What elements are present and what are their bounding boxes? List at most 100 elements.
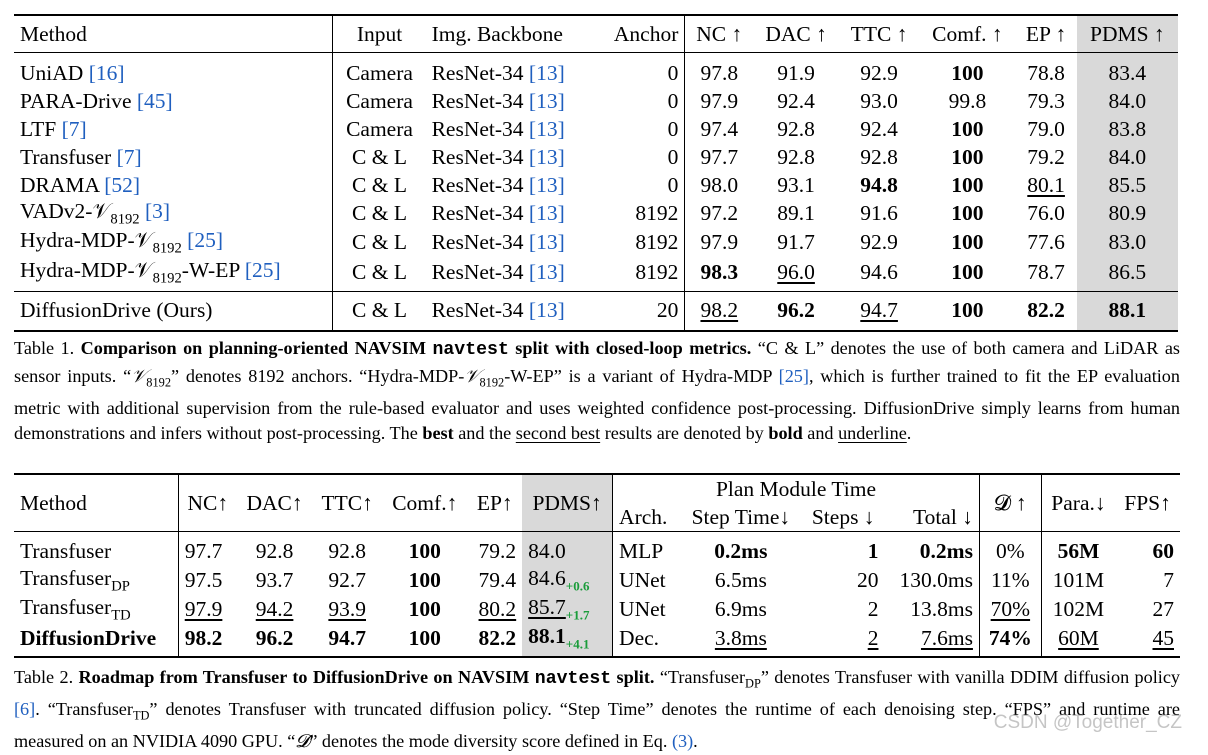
diversity-cell: 70%	[978, 594, 1042, 625]
delta-badge: +0.6	[565, 578, 590, 594]
citation-link[interactable]: [25]	[244, 257, 281, 282]
citation-link[interactable]: [13]	[528, 88, 565, 113]
table-2: Method NC↑ DAC↑ TTC↑ Comf.↑ EP↑ PDMS↑ Pl…	[14, 473, 1180, 658]
backbone-cell: ResNet-34 [13]	[431, 230, 565, 255]
comf-cell: 100	[951, 144, 984, 169]
citation-link[interactable]: [13]	[528, 259, 565, 284]
citation-link[interactable]: [3]	[144, 199, 171, 223]
backbone-cell: ResNet-34 [13]	[425, 290, 596, 331]
citation-link[interactable]: [16]	[88, 60, 125, 85]
anchor-cell: 20	[595, 290, 685, 331]
col-diversity: 𝓓 ↑	[978, 474, 1042, 532]
table-2-header-top: Method NC↑ DAC↑ TTC↑ Comf.↑ EP↑ PDMS↑ Pl…	[14, 474, 1180, 532]
col-ttc: TTC↑	[312, 474, 383, 532]
method-cell: Transfuser	[20, 538, 112, 563]
steps-cell: 1	[867, 538, 879, 563]
steps-cell: 20	[856, 567, 879, 592]
citation-link[interactable]: [52]	[104, 172, 141, 197]
citation-link[interactable]: [13]	[528, 298, 565, 323]
citation-link[interactable]: [7]	[61, 116, 87, 141]
table-2-header-sub: Arch. Step Time↓ Steps ↓ Total ↓	[14, 503, 1180, 532]
pdms-cell: 84.6+0.6	[522, 565, 613, 595]
table-row: Hydra-MDP-𝒱8192-W-EP [25] C & L ResNet-34 …	[14, 257, 1178, 292]
method-cell: TransfuserTD	[20, 594, 131, 624]
table-1-caption: Table 1. Comparison on planning-oriented…	[14, 338, 1180, 444]
citation-link[interactable]: [7]	[116, 144, 142, 169]
nc-cell: 98.2	[177, 624, 237, 657]
col-plan-module-time: Plan Module Time	[612, 474, 980, 503]
citation-link[interactable]: [13]	[528, 172, 565, 197]
citation-link[interactable]: [13]	[528, 60, 565, 85]
anchor-cell: 0	[667, 144, 679, 169]
table-2-caption: Table 2. Roadmap from Transfuser to Diff…	[14, 667, 1181, 752]
arch-cell: UNet	[612, 565, 680, 595]
dac-cell: 92.8	[255, 538, 294, 563]
backbone-cell: ResNet-34 [13]	[431, 88, 565, 113]
equation-link[interactable]: (3)	[671, 731, 694, 752]
params-cell: 56M	[1040, 531, 1116, 566]
backbone-cell: ResNet-34 [13]	[431, 144, 565, 169]
params-cell: 101M	[1040, 565, 1116, 595]
col-pdms: PDMS↑	[522, 474, 613, 532]
citation-link[interactable]: [13]	[528, 230, 565, 255]
step-time-cell: 6.5ms	[714, 567, 767, 592]
ttc-cell: 94.8	[860, 172, 898, 197]
method-cell: Hydra-MDP-𝒱8192-W-EP [25]	[20, 257, 281, 286]
ttc-cell: 94.6	[860, 259, 898, 284]
backbone-cell: ResNet-34 [13]	[431, 116, 565, 141]
nc-cell: 97.7	[684, 143, 754, 171]
input-cell: C & L	[332, 171, 426, 199]
citation-link[interactable]: [25]	[187, 228, 223, 253]
method-cell: Hydra-MDP-𝒱8192 [25]	[20, 228, 223, 257]
ttc-cell: 92.9	[860, 60, 898, 85]
nc-cell: 98.2	[684, 290, 754, 331]
method-cell: PARA-Drive [45]	[20, 88, 173, 113]
method-cell: Transfuser [7]	[20, 144, 142, 169]
citation-link[interactable]: [6]	[14, 699, 36, 720]
ep-cell: 79.2	[478, 538, 517, 563]
diversity-cell: 0%	[978, 531, 1042, 566]
table-2-body: Transfuser 97.7 92.8 92.8 100 79.2 84.0 MLP 0.2m…	[14, 531, 1180, 657]
comf-cell: 100	[951, 60, 984, 85]
citation-link[interactable]: [45]	[136, 88, 173, 113]
ep-cell: 82.2	[478, 625, 517, 650]
method-cell: DiffusionDrive (Ours)	[14, 290, 333, 331]
backbone-cell: ResNet-34 [13]	[431, 60, 565, 85]
anchor-cell: 8192	[635, 259, 679, 284]
method-cell: DiffusionDrive	[20, 625, 157, 650]
table-row: TransfuserDP 97.5 93.7 92.7 100 79.4 84.6+0.6 U…	[14, 565, 1180, 595]
fps-cell: 60	[1152, 538, 1175, 563]
citation-link[interactable]: [13]	[528, 144, 565, 169]
anchor-cell: 0	[667, 172, 679, 197]
ttc-cell: 94.7	[328, 625, 366, 650]
fps-cell: 45	[1152, 625, 1175, 650]
dac-cell: 96.2	[255, 625, 294, 650]
ep-cell: 78.8	[1027, 60, 1065, 85]
dac-cell: 93.1	[777, 172, 815, 197]
col-ep: EP↑	[467, 474, 523, 532]
nc-cell: 97.9	[177, 594, 237, 625]
citation-link[interactable]: [13]	[528, 116, 565, 141]
nc-cell: 97.2	[684, 199, 754, 229]
citation-link[interactable]: [25]	[778, 365, 809, 386]
comf-cell: 100	[408, 538, 441, 563]
citation-link[interactable]: [13]	[528, 201, 565, 226]
pdms-cell: 80.9	[1076, 199, 1178, 229]
backbone-cell: ResNet-34 [13]	[431, 172, 565, 197]
dac-cell: 96.2	[753, 290, 839, 331]
total-cell: 13.8ms	[910, 596, 973, 621]
dac-cell: 89.1	[777, 201, 815, 226]
ttc-cell: 92.4	[860, 116, 898, 141]
ttc-cell: 92.7	[328, 567, 366, 592]
watermark: CSDN @Together_CZ	[993, 712, 1182, 733]
pdms-cell: 86.5	[1076, 257, 1178, 292]
pdms-cell: 85.7+1.7	[522, 594, 613, 625]
table-row: LTF [7] Camera ResNet-34 [13] 0 97.4 92.8 92.4…	[14, 115, 1178, 143]
table-row: TransfuserTD 97.9 94.2 93.9 100 80.2 85.7+1.7 U…	[14, 594, 1180, 625]
fps-cell: 27	[1152, 596, 1175, 621]
method-cell: LTF [7]	[20, 116, 87, 141]
input-cell: C & L	[332, 257, 426, 292]
col-nc: NC ↑	[684, 15, 754, 53]
step-time-cell: 6.9ms	[714, 596, 767, 621]
step-time-cell: 0.2ms	[714, 538, 768, 563]
